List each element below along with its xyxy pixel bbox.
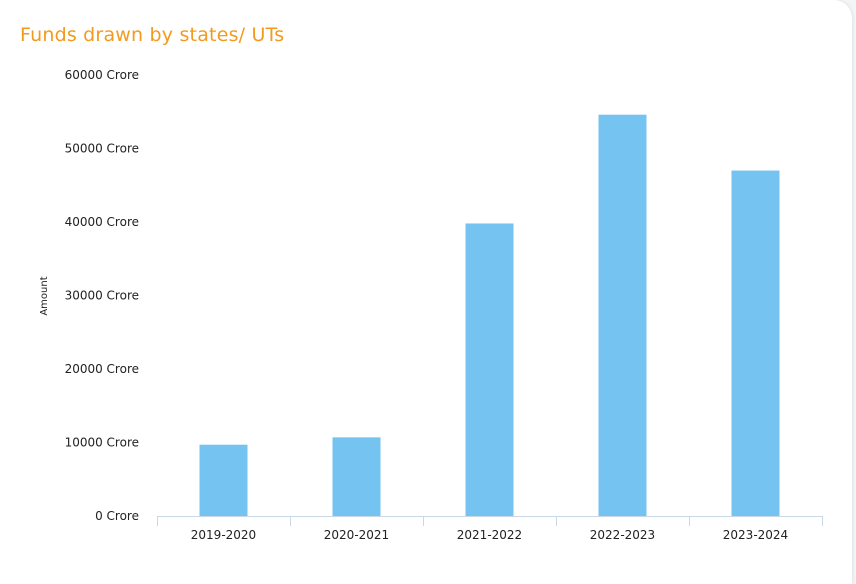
y-tick-label: 10000 Crore bbox=[65, 436, 139, 450]
y-tick-label: 20000 Crore bbox=[65, 362, 139, 376]
y-tick-label: 50000 Crore bbox=[65, 142, 139, 156]
bar-2020-2021[interactable] bbox=[332, 437, 381, 516]
bar-2019-2020[interactable] bbox=[199, 444, 248, 516]
y-axis: 60000 Crore 50000 Crore 40000 Crore 30000 C… bbox=[65, 68, 139, 523]
x-axis: 2019-2020 2020-2021 2021-2022 2022-2023 2023… bbox=[157, 516, 823, 542]
x-tick-label: 2023-2024 bbox=[723, 528, 788, 542]
x-tick-label: 2022-2023 bbox=[590, 528, 655, 542]
bar-2021-2022[interactable] bbox=[465, 223, 514, 516]
y-axis-title: Amount bbox=[39, 276, 50, 315]
bar-2023-2024[interactable] bbox=[731, 170, 780, 517]
x-tick-label: 2019-2020 bbox=[191, 528, 256, 542]
chart-title: Funds drawn by states/ UTs bbox=[20, 24, 285, 46]
y-tick-label: 60000 Crore bbox=[65, 68, 139, 82]
bars bbox=[199, 114, 780, 517]
x-tick-label: 2021-2022 bbox=[457, 528, 522, 542]
y-tick-label: 40000 Crore bbox=[65, 215, 139, 229]
y-tick-label: 30000 Crore bbox=[65, 289, 139, 303]
x-tick-label: 2020-2021 bbox=[324, 528, 389, 542]
y-tick-label: 0 Crore bbox=[95, 509, 139, 523]
bar-2022-2023[interactable] bbox=[598, 114, 647, 516]
